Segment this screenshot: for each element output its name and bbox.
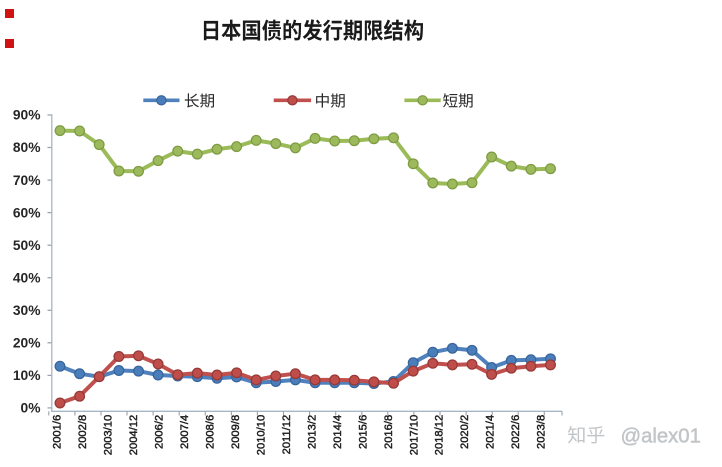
svg-text:2002/8: 2002/8 [77,415,89,449]
svg-text:2022/6: 2022/6 [510,415,522,449]
svg-text:2021/4: 2021/4 [485,415,497,449]
svg-text:40%: 40% [13,270,41,285]
svg-text:2010/10: 2010/10 [255,415,267,455]
svg-text:2003/10: 2003/10 [102,415,114,455]
svg-text:0%: 0% [21,401,41,416]
svg-text:30%: 30% [13,303,41,318]
svg-text:2014/4: 2014/4 [332,415,344,449]
svg-text:2007/4: 2007/4 [179,415,191,449]
svg-text:20%: 20% [13,336,41,351]
svg-text:2015/6: 2015/6 [357,415,369,449]
svg-text:2016/8: 2016/8 [383,415,395,449]
svg-text:2008/6: 2008/6 [204,415,216,449]
svg-text:2011/12: 2011/12 [281,415,293,455]
svg-text:60%: 60% [13,205,41,220]
svg-text:2006/2: 2006/2 [153,415,165,449]
svg-text:2013/2: 2013/2 [306,415,318,449]
svg-text:2017/10: 2017/10 [408,415,420,455]
svg-text:50%: 50% [13,238,41,253]
svg-text:90%: 90% [13,108,41,123]
svg-text:2020/2: 2020/2 [459,415,471,449]
svg-text:@alex01: @alex01 [621,425,701,447]
svg-text:2004/12: 2004/12 [128,415,140,455]
svg-text:10%: 10% [13,368,41,383]
svg-text:2023/8: 2023/8 [536,415,548,449]
svg-text:2009/8: 2009/8 [230,415,242,449]
svg-text:70%: 70% [13,173,41,188]
svg-text:80%: 80% [13,140,41,155]
svg-text:2018/12: 2018/12 [434,415,446,455]
svg-text:2001/6: 2001/6 [51,415,63,449]
